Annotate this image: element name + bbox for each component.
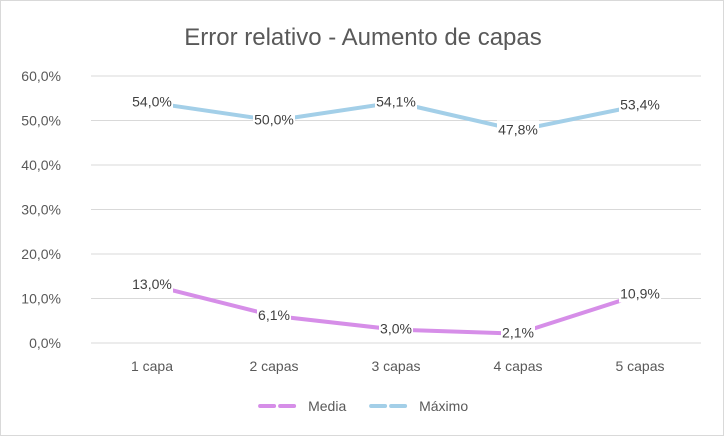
y-tick-label: 0,0%: [29, 335, 61, 351]
x-tick-label: 4 capas: [493, 358, 542, 374]
data-label: 47,8%: [498, 121, 538, 137]
data-labels: 13,0% 6,1% 3,0% 2,1% 10,9% 54,0% 50,0% 54,1% 47,…: [131, 92, 661, 342]
data-label: 10,9%: [620, 285, 660, 301]
x-tick-label: 3 capas: [371, 358, 420, 374]
x-tick-label: 5 capas: [615, 358, 664, 374]
data-label-bg: [131, 275, 173, 294]
data-label-bg: [375, 92, 417, 111]
data-label: 3,0%: [380, 321, 412, 337]
data-label: 50,0%: [254, 112, 294, 128]
chart-title: Error relativo - Aumento de capas: [184, 24, 542, 51]
data-label-bg: [379, 319, 413, 338]
data-label-bg: [253, 110, 295, 129]
y-tick-label: 30,0%: [21, 202, 61, 218]
x-axis-ticks: 1 capa 2 capas 3 capas 4 capas 5 capas: [131, 358, 665, 374]
legend-label-media: Media: [308, 398, 346, 414]
data-label-bg: [619, 95, 661, 114]
data-label-bg: [257, 305, 291, 324]
data-label: 6,1%: [258, 307, 290, 323]
y-tick-label: 50,0%: [21, 113, 61, 129]
y-tick-label: 10,0%: [21, 291, 61, 307]
gridlines: [91, 75, 701, 344]
data-label: 54,1%: [376, 93, 416, 109]
data-label: 53,4%: [620, 96, 660, 112]
data-label: 13,0%: [132, 276, 172, 292]
legend-label-maximo: Máximo: [419, 398, 468, 414]
y-tick-label: 60,0%: [21, 68, 61, 84]
data-label-bg: [619, 284, 661, 303]
y-tick-label: 20,0%: [21, 246, 61, 262]
data-label-bg: [131, 92, 173, 111]
legend: Media Máximo: [258, 398, 468, 414]
x-tick-label: 1 capa: [131, 358, 173, 374]
data-label-bg: [501, 323, 535, 342]
x-tick-label: 2 capas: [249, 358, 298, 374]
data-label-bg: [497, 120, 539, 139]
y-axis-ticks: 0,0% 10,0% 20,0% 30,0% 40,0% 50,0% 60,0%: [21, 68, 61, 351]
y-tick-label: 40,0%: [21, 157, 61, 173]
data-label: 54,0%: [132, 94, 172, 110]
data-label: 2,1%: [502, 325, 534, 341]
